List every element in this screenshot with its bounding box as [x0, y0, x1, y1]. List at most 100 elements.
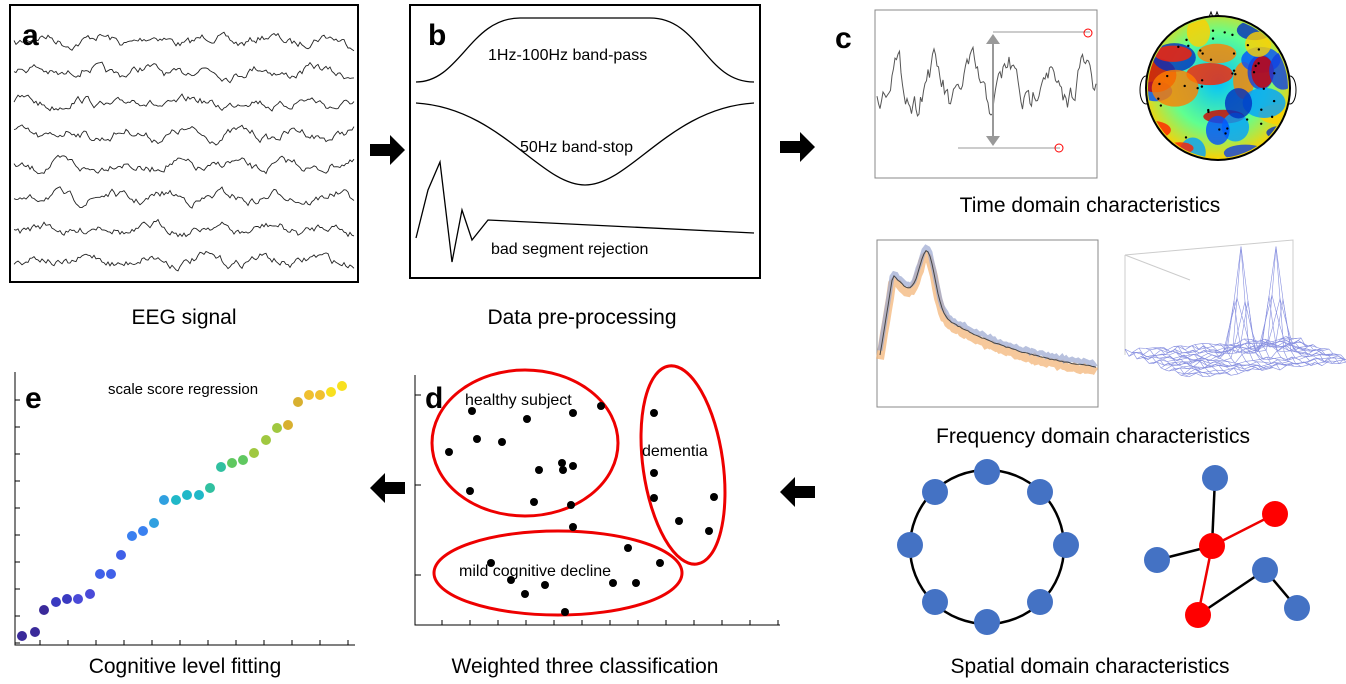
mesh-line — [1145, 348, 1211, 377]
panel-letter: c — [835, 22, 852, 55]
dot — [624, 544, 632, 552]
trough-marker — [1054, 143, 1064, 153]
mesh-plot — [1124, 239, 1346, 378]
mesh-line — [1152, 347, 1218, 375]
blob — [1245, 31, 1272, 57]
dot — [85, 589, 95, 599]
mesh-line — [1236, 296, 1302, 367]
spectrum — [876, 250, 1099, 376]
dot — [569, 523, 577, 531]
time-plot-frame — [874, 9, 1098, 179]
arrow — [370, 473, 405, 503]
label: bad segment rejection — [491, 241, 648, 258]
eeg-trace — [13, 218, 355, 238]
dot — [261, 435, 271, 445]
dot — [315, 390, 325, 400]
mesh-line — [1292, 337, 1346, 361]
node — [974, 459, 1000, 485]
label: scale score regression — [108, 381, 258, 398]
node — [1202, 465, 1228, 491]
dot — [675, 517, 683, 525]
dot — [39, 605, 49, 615]
caption: Spatial domain characteristics — [951, 655, 1230, 678]
panel-letter: d — [425, 382, 443, 415]
dot — [106, 569, 116, 579]
panel-letter: b — [428, 19, 446, 52]
node — [1185, 602, 1211, 628]
eeg-traces — [13, 31, 355, 272]
network — [897, 459, 1310, 635]
dot — [326, 387, 336, 397]
electrode — [1207, 110, 1210, 114]
cluster-outline — [639, 364, 727, 566]
dot — [17, 631, 27, 641]
electrode — [1158, 82, 1161, 86]
electrode — [1211, 29, 1215, 32]
blob — [1266, 125, 1288, 141]
caption: EEG signal — [131, 306, 236, 329]
blob — [1224, 88, 1253, 119]
dot — [194, 490, 204, 500]
caption: Data pre-processing — [487, 306, 676, 329]
dot — [249, 448, 259, 458]
electrode — [1184, 136, 1188, 139]
bandpass-curve — [415, 17, 755, 83]
dot — [559, 466, 567, 474]
electrode — [1159, 104, 1163, 107]
axes — [14, 372, 355, 646]
dot — [138, 526, 148, 536]
electrode — [1245, 118, 1249, 121]
ticks — [15, 399, 349, 645]
label: 50Hz band-stop — [520, 139, 633, 156]
blob — [1151, 69, 1199, 107]
electrode — [1185, 38, 1188, 42]
dot — [227, 458, 237, 468]
electrode — [1231, 72, 1234, 75]
arrow — [780, 477, 815, 507]
dot — [171, 495, 181, 505]
dot — [238, 455, 248, 465]
dot — [541, 581, 549, 589]
node — [922, 589, 948, 615]
dot — [337, 381, 347, 391]
mesh-line — [1285, 336, 1346, 363]
dot — [507, 576, 515, 584]
dot — [272, 423, 282, 433]
dot — [535, 466, 543, 474]
eeg-trace — [13, 124, 355, 146]
dot — [159, 495, 169, 505]
time-trace — [876, 45, 1097, 117]
mesh-line — [1128, 338, 1298, 357]
dot — [569, 409, 577, 417]
electrode — [1257, 62, 1260, 65]
mesh-line — [1124, 349, 1190, 378]
electrode — [1259, 122, 1263, 126]
dot — [710, 493, 718, 501]
peak-marker — [1083, 28, 1093, 38]
mesh-line — [1229, 344, 1295, 367]
caption: Time domain characteristics — [960, 194, 1221, 217]
dot — [62, 594, 72, 604]
electrode — [1232, 52, 1236, 55]
dot — [127, 531, 137, 541]
dot — [558, 459, 566, 467]
spectra — [876, 244, 1099, 376]
electrode — [1246, 43, 1250, 47]
dot — [567, 501, 575, 509]
node — [922, 479, 948, 505]
blob — [1186, 62, 1234, 86]
cluster-outline — [432, 529, 684, 617]
electrode — [1226, 127, 1229, 130]
dot — [632, 579, 640, 587]
node — [1284, 595, 1310, 621]
dot — [30, 627, 40, 637]
electrode — [1209, 58, 1213, 61]
electrode — [1257, 48, 1261, 51]
dot — [205, 483, 215, 493]
caption: Cognitive level fitting — [89, 655, 282, 678]
mesh-line — [1264, 339, 1330, 363]
blob — [1186, 18, 1211, 47]
electrode — [1272, 99, 1276, 103]
label: 1Hz-100Hz band-pass — [488, 47, 647, 64]
eeg-trace — [13, 93, 355, 112]
